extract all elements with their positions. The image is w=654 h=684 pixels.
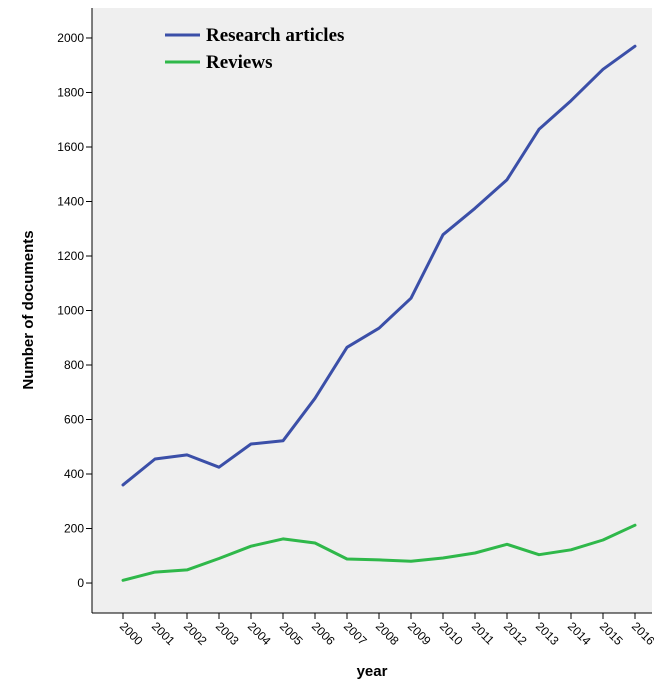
series-line-research-articles [121,44,637,487]
x-tick-label: 2005 [277,619,306,648]
x-axis-title: year [357,663,388,680]
legend-label-research-articles: Research articles [206,25,344,46]
x-tick-label: 2008 [373,619,402,648]
x-tick-label: 2016 [629,619,654,648]
x-tick-label: 2012 [501,619,530,648]
y-tick-label: 1600 [57,140,84,154]
x-tick-label: 2009 [405,619,434,648]
y-tick-label: 200 [64,522,84,536]
x-tick-label: 2001 [149,619,178,648]
y-tick-label: 2000 [57,31,84,45]
x-tick-label: 2011 [469,619,497,647]
x-tick-label: 2002 [181,619,210,648]
x-tick-label: 2003 [213,619,242,648]
y-axis-title: Number of documents [20,230,37,389]
y-tick-label: 1400 [57,194,84,208]
y-tick-label: 600 [64,413,84,427]
x-tick-label: 2013 [533,619,562,648]
x-tick-label: 2004 [245,619,274,648]
legend-label-reviews: Reviews [206,52,272,73]
y-tick-label: 1200 [57,249,84,263]
y-tick-label: 0 [77,576,84,590]
x-tick-label: 2014 [565,619,594,648]
x-tick-label: 2015 [597,619,626,648]
x-tick-label: 2010 [437,619,466,648]
y-tick-label: 400 [64,467,84,481]
x-tick-label: 2007 [341,619,370,648]
plot-area [92,8,652,613]
x-tick-label: 2000 [117,619,146,648]
y-tick-label: 1000 [57,304,84,318]
y-tick-label: 1800 [57,85,84,99]
x-tick-label: 2006 [309,619,338,648]
y-tick-label: 800 [64,358,84,372]
series-line-reviews [121,523,637,582]
